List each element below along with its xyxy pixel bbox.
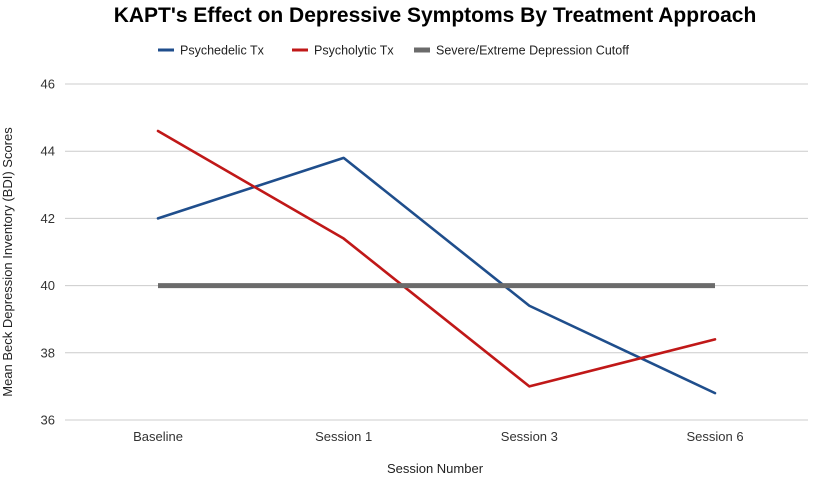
- series-line-psycholytic-tx: [156, 129, 717, 388]
- legend-label: Psychedelic Tx: [180, 44, 265, 58]
- x-tick-label: Session 3: [501, 429, 558, 444]
- series-lines: [156, 129, 717, 395]
- y-tick-label: 38: [41, 345, 55, 360]
- legend-label: Severe/Extreme Depression Cutoff: [436, 44, 629, 58]
- x-tick-label: Session 1: [315, 429, 372, 444]
- legend-label: Psycholytic Tx: [314, 44, 394, 58]
- gridlines: [65, 83, 808, 421]
- x-tick-label: Session 6: [686, 429, 743, 444]
- x-tick-label: Baseline: [133, 429, 183, 444]
- x-axis-ticks: Baseline Session 1 Session 3 Session 6: [133, 429, 743, 444]
- y-tick-label: 44: [41, 144, 55, 159]
- x-axis-label: Session Number: [387, 461, 484, 476]
- y-tick-label: 40: [41, 278, 55, 293]
- y-tick-label: 46: [41, 77, 55, 92]
- chart-title: KAPT's Effect on Depressive Symptoms By …: [114, 4, 757, 27]
- y-axis-ticks: 36 38 40 42 44 46: [41, 77, 55, 428]
- y-axis-label: Mean Beck Depression Inventory (BDI) Sco…: [0, 127, 15, 397]
- series-line-psychedelic-tx: [156, 156, 717, 395]
- y-tick-label: 36: [41, 413, 55, 428]
- legend: Psychedelic Tx Psycholytic Tx Severe/Extre…: [158, 44, 629, 58]
- y-tick-label: 42: [41, 211, 55, 226]
